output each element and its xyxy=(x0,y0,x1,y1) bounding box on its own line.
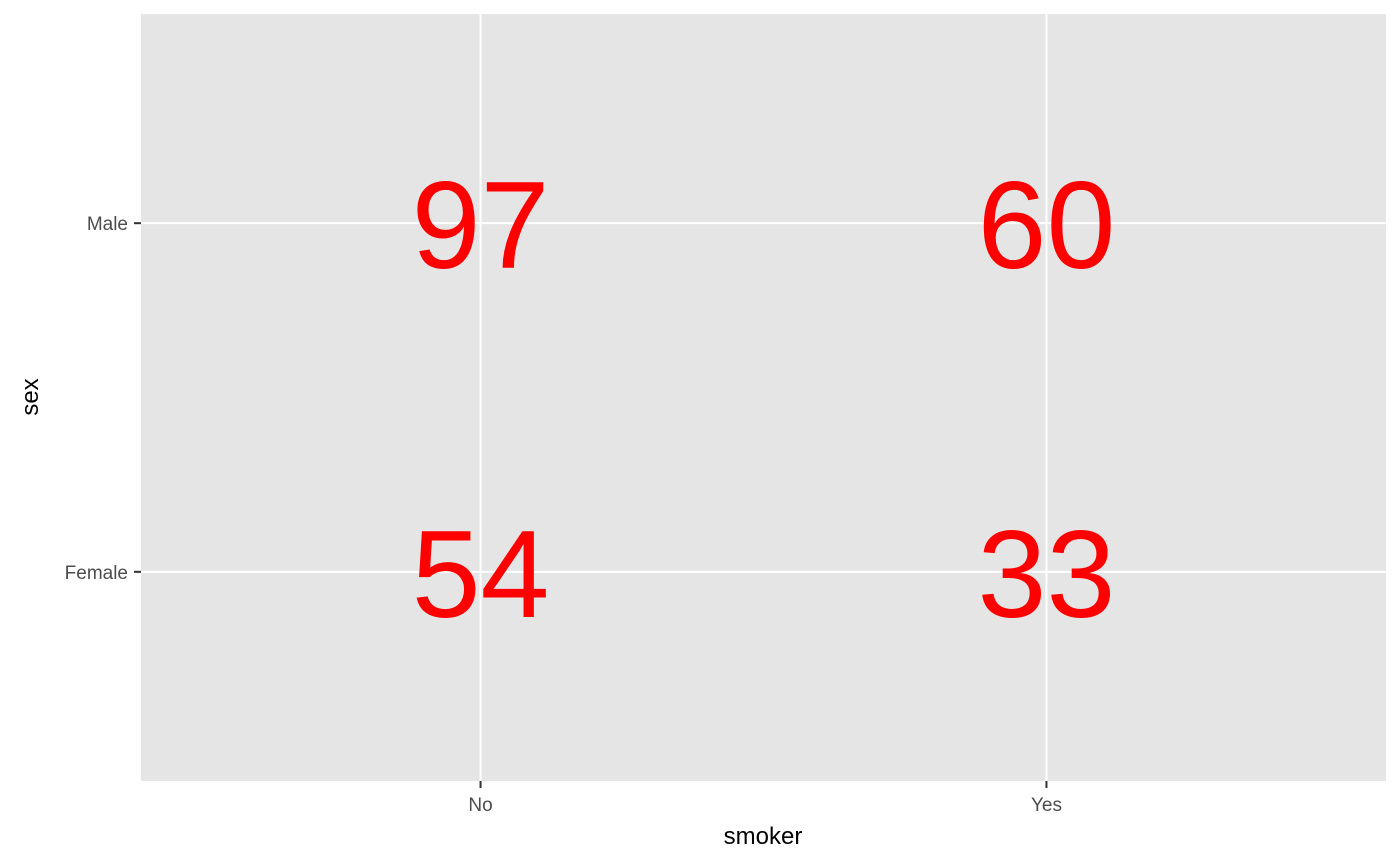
axis-ticks xyxy=(134,222,1048,788)
y-axis-title: sex xyxy=(17,378,44,415)
grid-lines xyxy=(141,14,1386,781)
cell-value-female-no: 54 xyxy=(412,506,550,644)
cell-value-male-yes: 60 xyxy=(977,157,1115,295)
y-tick-label-female: Female xyxy=(65,563,128,584)
x-tick-label-yes: Yes xyxy=(1031,795,1062,816)
cell-value-female-yes: 33 xyxy=(977,506,1115,644)
cell-value-male-no: 97 xyxy=(412,157,550,295)
panel-background xyxy=(141,14,1386,781)
x-axis-title: smoker xyxy=(724,823,803,850)
cell-values: 97 60 54 33 xyxy=(412,157,1116,644)
y-tick-label-male: Male xyxy=(87,214,128,235)
x-tick-label-no: No xyxy=(468,795,492,816)
tick-labels: No Yes Female Male xyxy=(65,214,1062,816)
